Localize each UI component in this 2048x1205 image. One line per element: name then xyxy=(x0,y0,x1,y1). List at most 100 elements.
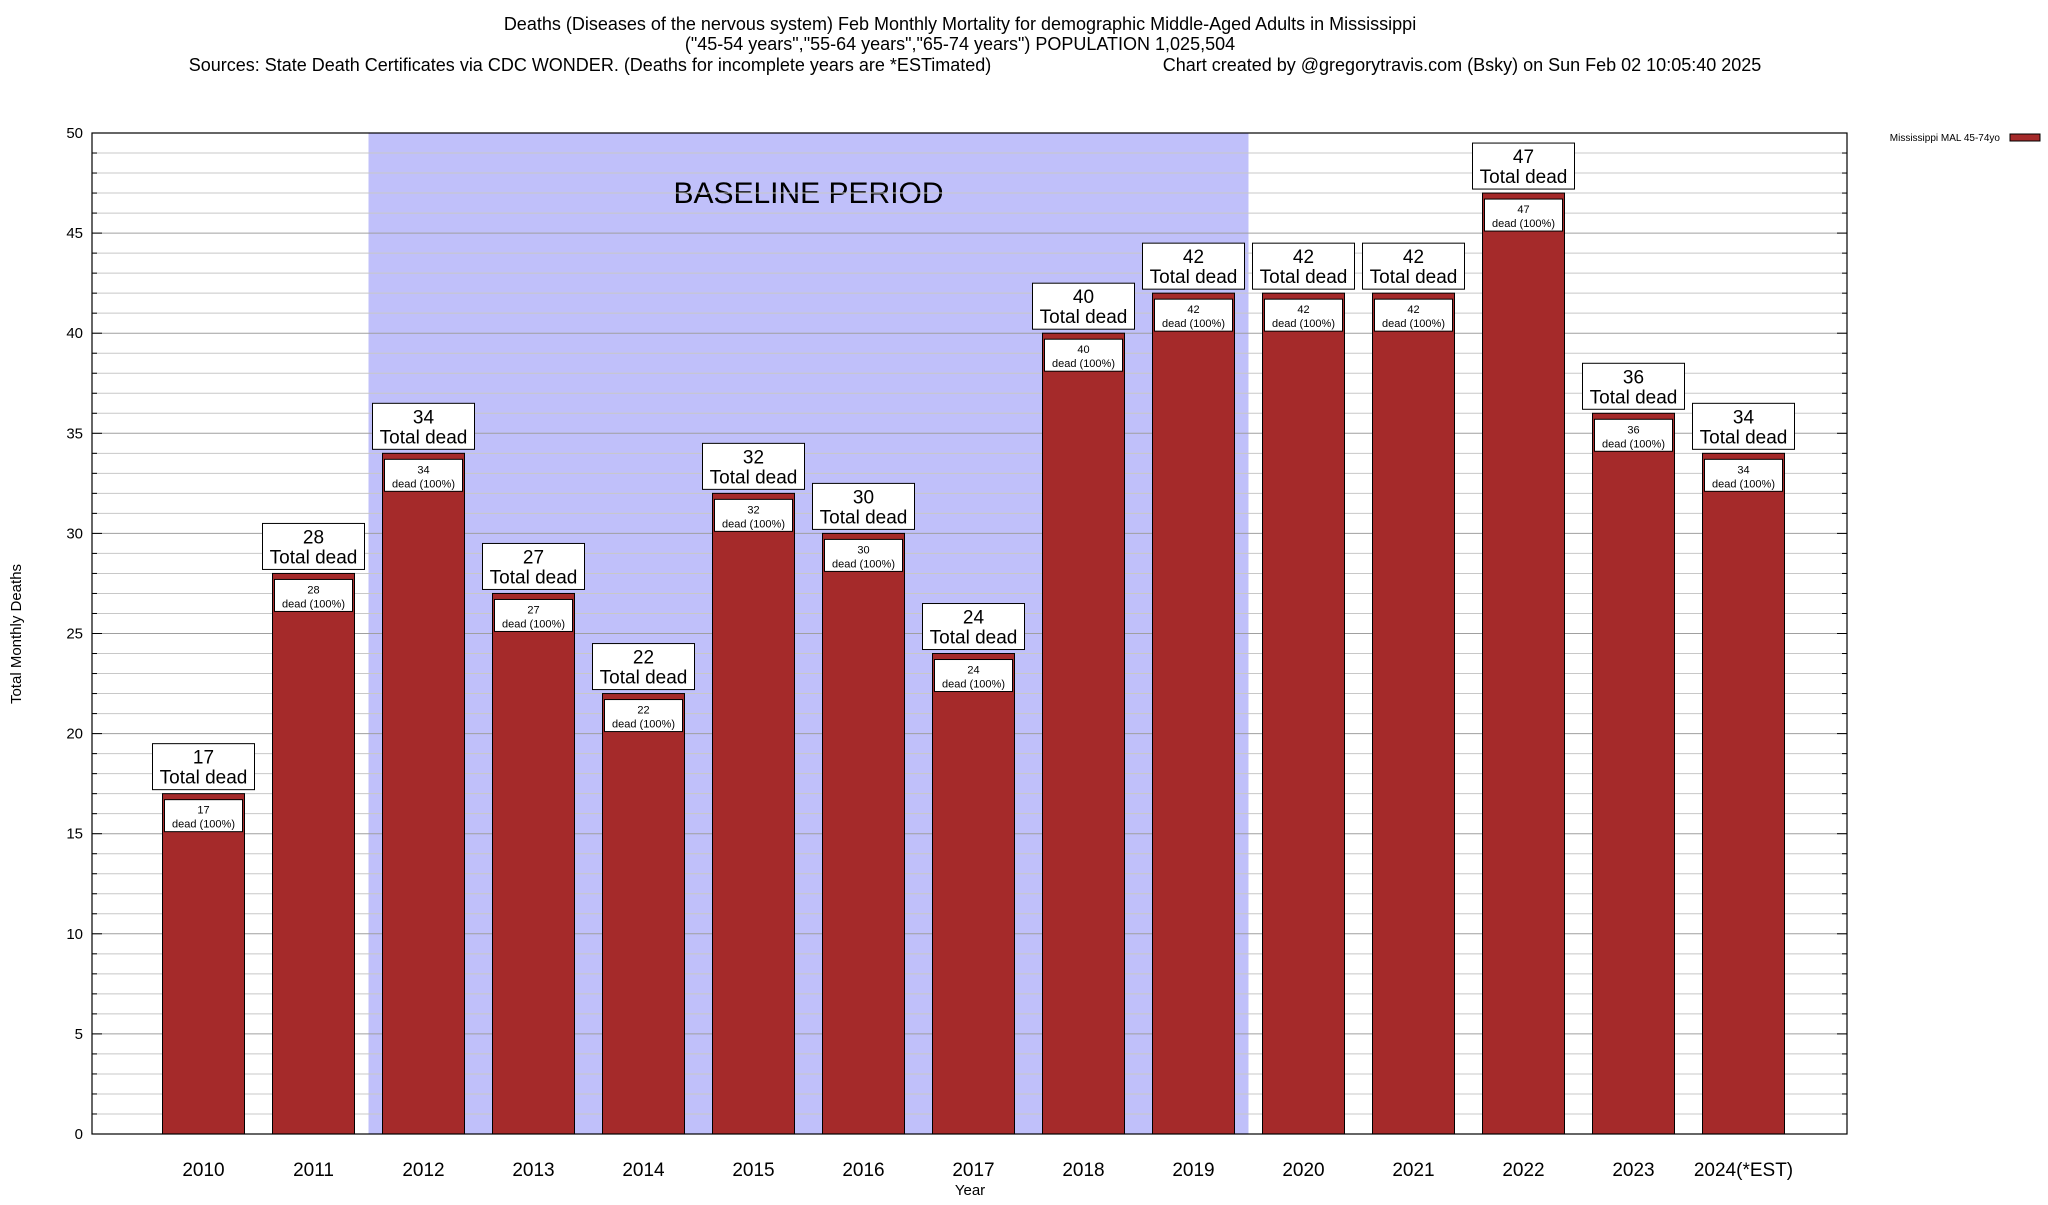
bar-2011 xyxy=(272,572,355,1135)
axes: 0 5 10 15 20 25 30 35 40 45 50 2010 2011 2012 2013 2014… xyxy=(66,125,1848,1181)
x-tick-label-2019: 2019 xyxy=(1172,1160,1214,1181)
x-tick-label-2020: 2020 xyxy=(1282,1160,1324,1181)
inner-label-value: 42 xyxy=(1297,304,1309,316)
y-tick-label: 40 xyxy=(66,325,83,342)
inner-label-value: 42 xyxy=(1407,304,1419,316)
bar-2013 xyxy=(492,592,575,1135)
total-label-box xyxy=(1032,282,1135,330)
inner-label-text: dead (100%) xyxy=(1382,318,1445,330)
y-tick-label: 0 xyxy=(75,1126,83,1143)
total-label-box xyxy=(1142,242,1245,290)
total-label-box xyxy=(1582,362,1685,410)
total-label-text: Total dead xyxy=(270,547,358,568)
chart-credit: Chart created by @gregorytravis.com (Bsk… xyxy=(1163,55,1762,75)
chart-title-line-2: ("45-54 years","55-64 years","65-74 year… xyxy=(685,34,1235,54)
total-label-text: Total dead xyxy=(1040,307,1128,328)
total-label-value: 22 xyxy=(633,648,654,669)
total-label-box xyxy=(1362,242,1465,290)
total-label-value: 28 xyxy=(303,527,324,548)
total-label-text: Total dead xyxy=(710,467,798,488)
x-tick-label-2011: 2011 xyxy=(293,1160,334,1181)
inner-label-box xyxy=(934,659,1013,693)
x-axis-label: Year xyxy=(955,1182,985,1199)
inner-label-value: 34 xyxy=(1737,464,1749,476)
total-label-value: 40 xyxy=(1073,287,1094,308)
inner-label-text: dead (100%) xyxy=(832,558,895,570)
total-label-text: Total dead xyxy=(490,567,578,588)
total-label-value: 24 xyxy=(963,608,985,629)
total-label-text: Total dead xyxy=(600,668,688,689)
inner-label-box xyxy=(494,598,573,632)
inner-label-box xyxy=(384,458,463,492)
inner-label-box xyxy=(164,799,243,833)
inner-label-value: 42 xyxy=(1187,304,1199,316)
inner-label-text: dead (100%) xyxy=(612,719,675,731)
inner-label-value: 28 xyxy=(307,584,319,596)
x-tick-label-2016: 2016 xyxy=(842,1160,884,1181)
total-label-value: 42 xyxy=(1183,247,1204,268)
legend-label: Mississippi MAL 45-74yo xyxy=(1890,133,2001,144)
total-label-box xyxy=(152,743,255,791)
bar-2018 xyxy=(1042,332,1125,1135)
total-label-box xyxy=(262,522,365,570)
bar-2022 xyxy=(1482,192,1565,1135)
bar-2014 xyxy=(602,693,685,1135)
total-label-text: Total dead xyxy=(1370,267,1458,288)
plot-border xyxy=(91,132,1848,1135)
total-label-value: 47 xyxy=(1513,147,1534,168)
bar-2012 xyxy=(382,452,465,1135)
inner-label-value: 32 xyxy=(747,504,759,516)
x-tick-label-2017: 2017 xyxy=(952,1160,994,1181)
x-tick-label-2012: 2012 xyxy=(402,1160,444,1181)
total-label-box xyxy=(592,643,695,691)
inner-label-text: dead (100%) xyxy=(1712,478,1775,490)
total-label-text: Total dead xyxy=(930,628,1018,649)
inner-label-value: 27 xyxy=(527,604,539,616)
inner-label-text: dead (100%) xyxy=(282,598,345,610)
total-label-text: Total dead xyxy=(160,768,248,789)
total-label-box xyxy=(482,542,585,590)
total-label-value: 17 xyxy=(193,748,214,769)
x-tick-label-2018: 2018 xyxy=(1062,1160,1104,1181)
x-tick-label-2014: 2014 xyxy=(622,1160,665,1181)
inner-label-value: 47 xyxy=(1517,204,1529,216)
total-label-text: Total dead xyxy=(1260,267,1348,288)
total-label-value: 34 xyxy=(413,407,435,428)
legend-swatch xyxy=(2009,133,2041,142)
chart-title-line-1: Deaths (Diseases of the nervous system) … xyxy=(504,14,1416,34)
inner-label-text: dead (100%) xyxy=(502,618,565,630)
inner-label-box xyxy=(1264,298,1343,332)
inner-label-box xyxy=(1594,418,1673,452)
total-label-box xyxy=(1472,142,1575,190)
total-label-box xyxy=(922,603,1025,651)
bar-2017 xyxy=(932,653,1015,1135)
x-tick-label-2024(*EST): 2024(*EST) xyxy=(1694,1160,1793,1181)
total-label-text: Total dead xyxy=(380,427,468,448)
inner-label-text: dead (100%) xyxy=(1602,438,1665,450)
y-tick-label: 10 xyxy=(66,926,83,943)
x-tick-label-2013: 2013 xyxy=(512,1160,554,1181)
y-tick-label: 30 xyxy=(66,525,83,542)
inner-label-text: dead (100%) xyxy=(1162,318,1225,330)
x-tick-label-2015: 2015 xyxy=(732,1160,774,1181)
bar-2019 xyxy=(1152,292,1235,1135)
bar-2021 xyxy=(1372,292,1455,1135)
bar-2015 xyxy=(712,492,795,1135)
x-tick-label-2021: 2021 xyxy=(1392,1160,1434,1181)
inner-label-box xyxy=(1374,298,1453,332)
y-tick-label: 5 xyxy=(75,1026,83,1043)
chart-title-line-3: Sources: State Death Certificates via CD… xyxy=(189,55,992,75)
total-label-text: Total dead xyxy=(1700,427,1788,448)
inner-label-text: dead (100%) xyxy=(392,478,455,490)
y-tick-label: 45 xyxy=(66,225,83,242)
total-label-value: 30 xyxy=(853,487,874,508)
inner-label-box xyxy=(1044,338,1123,372)
total-label-value: 42 xyxy=(1293,247,1314,268)
total-label-box xyxy=(812,482,915,530)
inner-label-text: dead (100%) xyxy=(172,819,235,831)
inner-label-value: 30 xyxy=(857,544,869,556)
x-tick-label-2022: 2022 xyxy=(1502,1160,1544,1181)
